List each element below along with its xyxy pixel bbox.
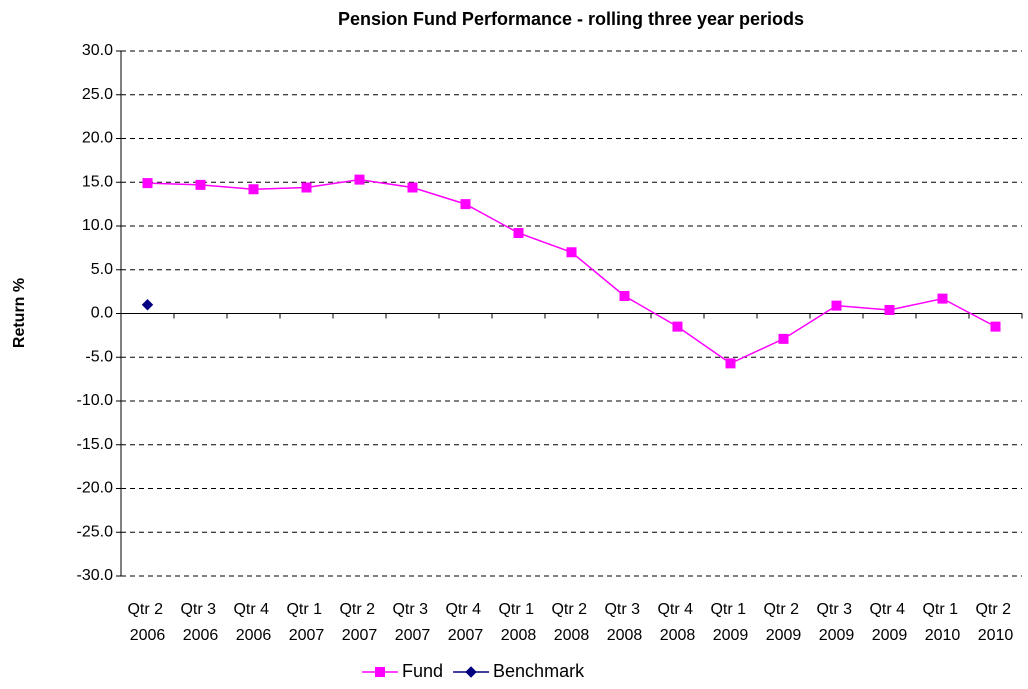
x-tick-label-line: Qtr 1: [286, 601, 326, 618]
x-tick-label-line: 2009: [766, 627, 802, 644]
x-tick-label-line: 2009: [713, 627, 749, 644]
x-tick-label-line: Qtr 2: [763, 601, 803, 618]
x-tick-label: Qtr 4 2007: [445, 601, 485, 644]
y-tick-label: 25.0: [82, 86, 113, 103]
x-tick-label-line: 2006: [236, 627, 272, 644]
x-tick-label-line: Qtr 3: [816, 601, 856, 618]
x-tick-label: Qtr 2 2008: [551, 601, 591, 644]
x-tick-label: Qtr 2 2009: [763, 601, 803, 644]
x-tick-label-line: Qtr 4: [445, 601, 485, 618]
x-tick-label-line: Qtr 3: [392, 601, 432, 618]
data-point: [778, 333, 789, 344]
x-tick-label: Qtr 4 2008: [657, 601, 697, 644]
x-tick-label-line: 2009: [819, 627, 855, 644]
data-point: [831, 300, 842, 311]
y-axis-label: Return %: [11, 278, 28, 348]
x-tick-label: Qtr 3 2008: [604, 601, 644, 644]
x-tick-label: Qtr 4 2006: [233, 601, 273, 644]
data-point: [407, 182, 418, 193]
x-tick-label: Qtr 1 2007: [286, 601, 326, 644]
data-point: [672, 321, 683, 332]
data-point: [566, 247, 577, 258]
legend-label: Fund: [402, 661, 443, 681]
series-line: [147, 178, 996, 365]
x-tick-label: Qtr 3 2009: [816, 601, 856, 644]
x-tick-label-line: 2009: [872, 627, 908, 644]
x-tick-label-line: Qtr 2: [975, 601, 1015, 618]
data-point: [937, 293, 948, 304]
y-tick-label: -30.0: [77, 567, 114, 584]
data-point: [354, 174, 365, 185]
y-tick-label: -20.0: [77, 480, 114, 497]
x-tick-label: Qtr 1 2009: [710, 601, 750, 644]
legend-marker: [465, 666, 477, 678]
x-tick-label-line: 2007: [448, 627, 484, 644]
x-tick-label: Qtr 3 2006: [180, 601, 220, 644]
x-tick-label-line: 2006: [183, 627, 219, 644]
y-tick-label: -5.0: [85, 348, 113, 365]
y-tick-label: 20.0: [82, 130, 113, 147]
x-tick-label-line: 2008: [660, 627, 696, 644]
x-tick-label-line: 2008: [607, 627, 643, 644]
chart-title: Pension Fund Performance - rolling three…: [338, 9, 804, 29]
x-tick-label-line: 2007: [342, 627, 378, 644]
x-tick-label-line: 2008: [554, 627, 590, 644]
data-point: [513, 228, 524, 238]
data-point: [990, 321, 1001, 332]
data-point: [884, 305, 895, 315]
x-tick-label: Qtr 2 2010: [975, 601, 1015, 644]
x-tick-label-line: Qtr 2: [551, 601, 591, 618]
x-tick-label: Qtr 1 2010: [922, 601, 962, 644]
x-tick-label-line: 2007: [289, 627, 325, 644]
data-point: [142, 178, 153, 189]
y-tick-label: 30.0: [82, 42, 113, 59]
x-tick-label-line: 2010: [925, 627, 961, 644]
y-tick-label: -25.0: [77, 523, 114, 540]
data-point: [301, 182, 312, 193]
x-tick-label: Qtr 3 2007: [392, 601, 432, 644]
x-tick-label-line: Qtr 4: [657, 601, 697, 618]
data-point: [248, 184, 259, 195]
x-tick-label-line: Qtr 4: [233, 601, 273, 618]
x-tick-label: Qtr 2 2006: [127, 601, 167, 644]
x-tick-label-line: 2008: [501, 627, 537, 644]
data-point: [195, 179, 206, 190]
x-tick-label: Qtr 2 2007: [339, 601, 379, 644]
y-tick-label: 15.0: [82, 173, 113, 190]
y-tick-label: 0.0: [91, 305, 113, 322]
y-tick-label: -15.0: [77, 436, 114, 453]
data-point: [460, 199, 471, 210]
x-tick-label-line: Qtr 3: [180, 601, 220, 618]
x-tick-label-line: Qtr 4: [869, 601, 909, 618]
x-tick-label-line: 2010: [978, 627, 1014, 644]
x-tick-label-line: Qtr 3: [604, 601, 644, 618]
legend-label: Benchmark: [493, 661, 585, 681]
x-tick-label: Qtr 1 2008: [498, 601, 538, 644]
legend-marker: [375, 667, 385, 677]
y-tick-label: 5.0: [91, 261, 113, 278]
data-point: [141, 299, 154, 311]
x-tick-label-line: Qtr 2: [127, 601, 167, 618]
x-tick-label-line: Qtr 2: [339, 601, 379, 618]
x-tick-label-line: 2007: [395, 627, 431, 644]
x-tick-label-line: Qtr 1: [498, 601, 538, 618]
x-tick-label-line: Qtr 1: [922, 601, 962, 618]
y-tick-label: 10.0: [82, 217, 113, 234]
x-tick-label-line: 2006: [130, 627, 166, 644]
x-tick-label-line: Qtr 1: [710, 601, 750, 618]
data-point: [619, 291, 630, 301]
x-tick-label: Qtr 4 2009: [869, 601, 909, 644]
data-point: [725, 358, 736, 369]
y-tick-label: -10.0: [77, 392, 114, 409]
